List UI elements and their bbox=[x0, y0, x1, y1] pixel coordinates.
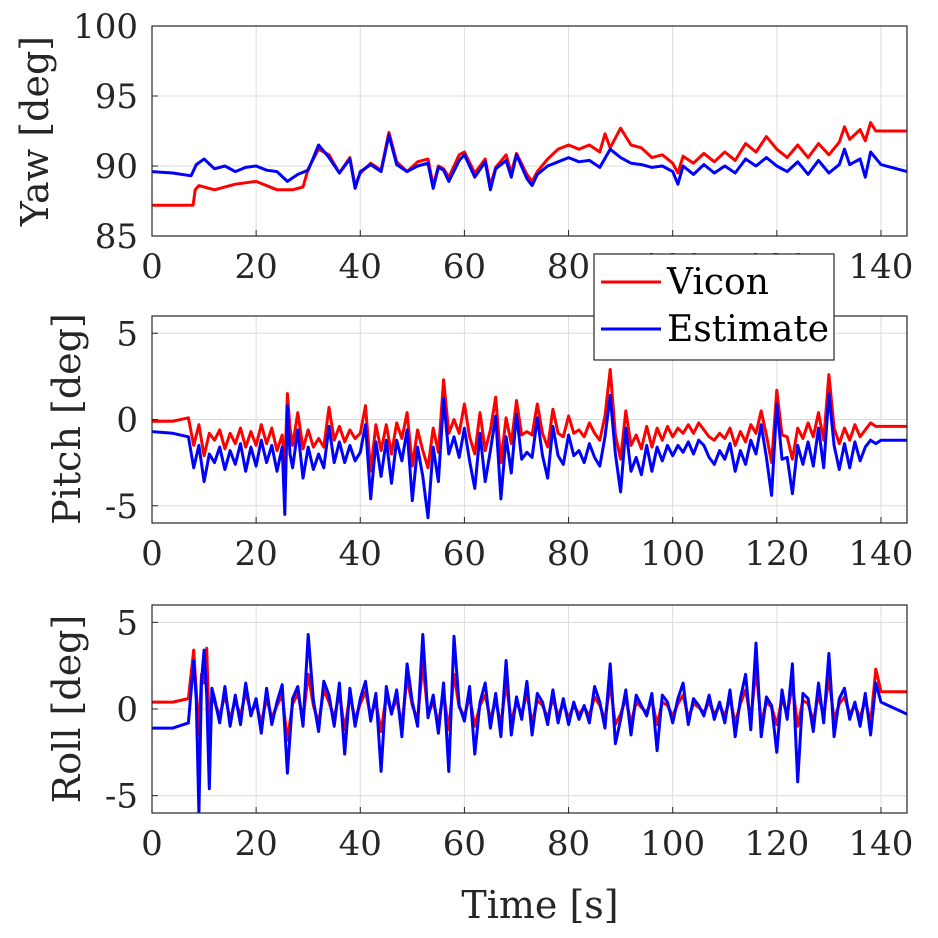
pitch-xtick-label: 0 bbox=[141, 534, 163, 574]
yaw-ytick-label: 90 bbox=[95, 147, 138, 187]
pitch-ytick-label: 0 bbox=[116, 401, 138, 441]
yaw-xtick-label: 40 bbox=[339, 247, 382, 287]
legend: Vicon Estimate bbox=[593, 253, 835, 361]
yaw-plot-area bbox=[152, 26, 907, 236]
yaw-estimate-line bbox=[152, 133, 907, 192]
pitch-xtick-label: 40 bbox=[339, 534, 382, 574]
pitch-xtick-label: 80 bbox=[547, 534, 590, 574]
pitch-series bbox=[152, 368, 907, 520]
pitch-xtick-label: 140 bbox=[849, 534, 914, 574]
yaw-panel: 020406080100120140859095100 Yaw [deg] bbox=[13, 7, 913, 287]
roll-xtick-label: 0 bbox=[141, 824, 163, 864]
roll-xtick-label: 100 bbox=[640, 824, 705, 864]
legend-vicon-label: Vicon bbox=[666, 262, 769, 303]
yaw-ylabel: Yaw [deg] bbox=[13, 36, 57, 227]
pitch-xtick-label: 60 bbox=[443, 534, 486, 574]
yaw-series bbox=[152, 121, 907, 207]
pitch-estimate-line bbox=[152, 392, 907, 520]
roll-xtick-label: 40 bbox=[339, 824, 382, 864]
yaw-ytick-label: 85 bbox=[95, 217, 138, 257]
yaw-vicon-line bbox=[152, 121, 907, 207]
yaw-ytick-label: 100 bbox=[73, 7, 138, 47]
legend-estimate-label: Estimate bbox=[667, 309, 829, 350]
yaw-xtick-label: 60 bbox=[443, 247, 486, 287]
roll-ylabel: Roll [deg] bbox=[45, 615, 89, 804]
yaw-xtick-label: 0 bbox=[141, 247, 163, 287]
pitch-ytick-label: -5 bbox=[105, 487, 138, 527]
pitch-ytick-label: 5 bbox=[116, 314, 138, 354]
pitch-xtick-label: 20 bbox=[235, 534, 278, 574]
legend-box bbox=[593, 253, 835, 361]
roll-xtick-label: 140 bbox=[849, 824, 914, 864]
roll-ytick-label: -5 bbox=[105, 777, 138, 817]
roll-series bbox=[152, 633, 907, 813]
roll-xtick-label: 120 bbox=[744, 824, 809, 864]
roll-xtick-label: 80 bbox=[547, 824, 590, 864]
pitch-xtick-label: 120 bbox=[744, 534, 809, 574]
roll-xtick-label: 60 bbox=[443, 824, 486, 864]
roll-estimate-line bbox=[152, 633, 907, 813]
roll-ytick-label: 5 bbox=[116, 603, 138, 643]
yaw-axes-frame bbox=[151, 25, 908, 237]
yaw-xtick-label: 80 bbox=[547, 247, 590, 287]
roll-ticks: 0 20 40 60 80 100 120 140-505 bbox=[105, 603, 914, 864]
yaw-xtick-label: 20 bbox=[235, 247, 278, 287]
roll-panel: 0 20 40 60 80 100 120 140-505 Roll [deg] Time [… bbox=[45, 603, 913, 927]
pitch-xtick-label: 100 bbox=[640, 534, 705, 574]
roll-xtick-label: 20 bbox=[235, 824, 278, 864]
time-xlabel: Time [s] bbox=[461, 883, 618, 927]
pitch-ylabel: Pitch [deg] bbox=[45, 313, 89, 525]
roll-ytick-label: 0 bbox=[116, 690, 138, 730]
yaw-ytick-label: 95 bbox=[95, 77, 138, 117]
yaw-xtick-label: 140 bbox=[849, 247, 914, 287]
pitch-ticks: 0 20 40 60 80 100 120 140-505 bbox=[105, 314, 914, 574]
